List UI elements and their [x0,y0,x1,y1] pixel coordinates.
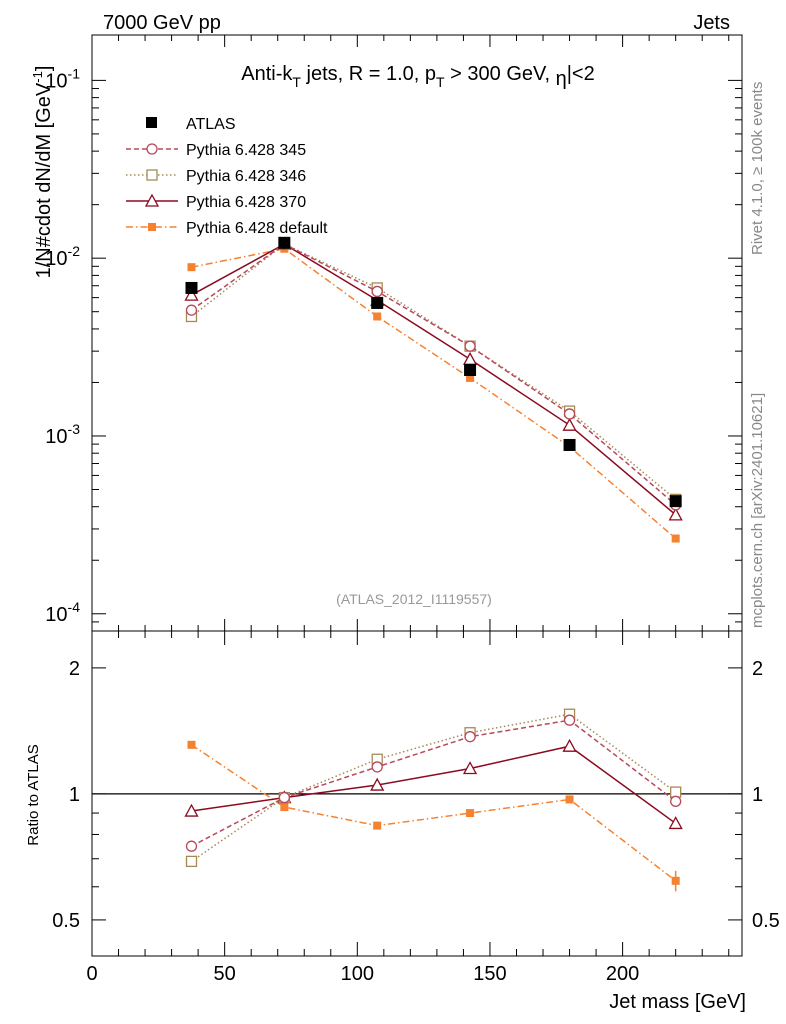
main-ytick-label: 10-3 [45,421,80,448]
ratio-ytick-label-right: 0.5 [752,910,780,932]
ratio-series-p346 [185,708,682,868]
marker-pythia-370 [562,417,577,431]
marker-pythia-346 [185,855,198,868]
series-atlas [185,236,682,508]
series-p346 [185,238,682,506]
rivet-label: Rivet 4.1.0, ≥ 100k events [749,82,766,255]
ratio-series-pdefault [187,740,680,892]
legend-marker-atlas [146,117,157,128]
legend-marker-default [148,223,156,231]
ratio-ytick-label-right: 1 [752,784,763,806]
marker-atlas [464,364,477,377]
marker-pythia-345 [670,795,682,807]
ratio-panel: Ratio to ATLAS Jet mass [GeV] 0 50 100 150 2… [25,630,780,1013]
marker-pythia-default [466,809,475,818]
marker-atlas [278,236,291,249]
ratio-ytick-label: 0.5 [52,910,80,932]
legend-label-345: Pythia 6.428 345 [186,142,306,159]
marker-atlas [563,438,576,451]
ratio-series-p345 [185,714,682,852]
line-pdefault [191,247,677,540]
marker-pythia-default [373,312,382,321]
marker-pythia-345 [563,408,576,420]
main-ytick-label: 10-1 [45,65,80,92]
legend-entry-atlas: ATLAS [146,116,236,133]
x-tick-label: 200 [606,963,639,985]
marker-pythia-345 [185,304,198,316]
marker-pythia-default [671,534,680,543]
ratio-line-pdefault [191,744,677,882]
marker-pythia-345 [464,731,476,743]
marker-pythia-370 [184,287,199,301]
legend-label-default: Pythia 6.428 default [186,220,328,237]
legend-entry-345: Pythia 6.428 345 [126,142,306,159]
x-tick-label: 0 [86,963,97,985]
marker-pythia-default [671,876,680,885]
x-tick-label: 150 [473,963,506,985]
marker-atlas [669,495,682,508]
marker-pythia-370 [462,351,478,365]
marker-pythia-default [280,803,289,812]
marker-pythia-default [565,795,574,804]
legend-marker-345 [146,143,158,155]
main-ytick-label: 10-4 [45,599,80,626]
legend-label-346: Pythia 6.428 346 [186,168,306,185]
marker-pythia-345 [278,791,290,804]
main-ytick-label: 10-2 [45,243,80,270]
marker-pythia-370 [668,816,683,830]
ratio-ytick-label: 2 [69,658,80,680]
main-panel: Anti-kT jets, R = 1.0, pT > 300 GeV, η|<… [30,34,743,632]
legend-label-370: Pythia 6.428 370 [186,194,306,211]
ratio-line-p346 [191,713,677,862]
marker-pythia-default [466,373,475,382]
line-p346 [191,243,677,500]
x-tick-label: 100 [341,963,374,985]
ratio-line-p370 [191,745,677,825]
header-right: Jets [693,12,730,34]
marker-pythia-370 [562,738,577,752]
ratio-ytick-label-right: 2 [752,658,763,680]
main-ylabel: 1/N#cdot dN/dM [GeV-1] [30,66,55,279]
marker-pythia-370 [370,777,385,791]
series-p370 [184,236,683,521]
marker-pythia-345 [371,761,383,773]
marker-pythia-default [187,740,196,749]
ratio-ytick-label: 1 [69,784,80,806]
marker-pythia-345 [563,714,576,726]
marker-pythia-default [187,263,196,272]
marker-pythia-370 [462,761,478,775]
marker-pythia-370 [668,507,683,521]
marker-pythia-345 [464,340,476,352]
marker-pythia-345 [185,840,198,852]
main-title: Anti-kT jets, R = 1.0, pT > 300 GeV, η|<… [241,63,594,90]
legend: ATLAS Pythia 6.428 345 Pythia 6.428 346 … [126,116,328,237]
line-p370 [191,243,677,516]
marker-pythia-370 [184,803,199,817]
ratio-line-p345 [191,719,677,847]
mcplots-label: mcplots.cern.ch [arXiv:2401.10621] [749,393,766,628]
marker-atlas [185,281,198,294]
header-left: 7000 GeV pp [103,12,221,34]
legend-marker-370 [144,193,160,207]
watermark: (ATLAS_2012_I1119557) [336,591,492,607]
marker-atlas [371,296,384,309]
legend-entry-default: Pythia 6.428 default [126,220,328,237]
x-axis-label: Jet mass [GeV] [609,991,746,1013]
marker-pythia-345 [371,285,383,298]
series-pdefault [187,244,680,543]
line-p345 [191,243,677,506]
ratio-series-p370 [184,738,683,830]
x-tick-label: 50 [214,963,236,985]
marker-pythia-346 [670,786,682,798]
legend-entry-346: Pythia 6.428 346 [126,168,306,185]
marker-pythia-default [373,821,382,830]
series-p345 [185,238,682,511]
legend-label-atlas: ATLAS [186,116,236,133]
legend-entry-370: Pythia 6.428 370 [126,193,306,211]
ratio-ylabel: Ratio to ATLAS [25,744,42,845]
legend-marker-346 [146,169,158,181]
